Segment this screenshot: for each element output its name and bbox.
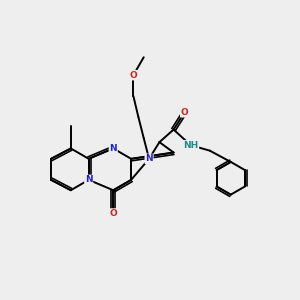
Text: O: O [181, 108, 188, 117]
Text: N: N [145, 154, 153, 163]
Text: N: N [85, 176, 92, 184]
Text: O: O [130, 71, 137, 80]
Text: N: N [110, 144, 117, 153]
Text: O: O [109, 209, 117, 218]
Text: NH: NH [183, 141, 199, 150]
